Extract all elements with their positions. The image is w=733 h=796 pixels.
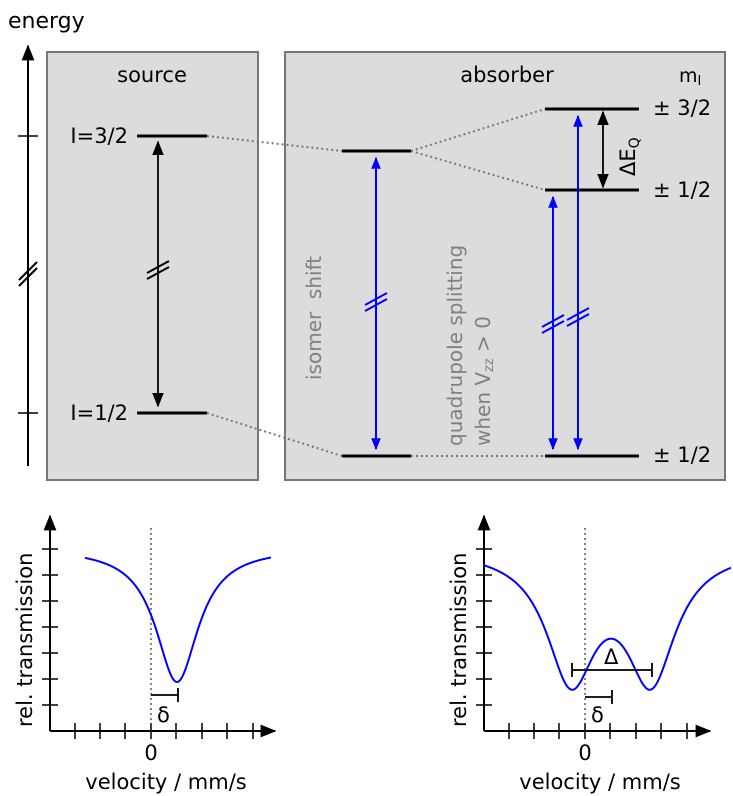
energy-axis-label: energy (8, 9, 85, 34)
quadrupole-label-line1: quadrupole splitting (443, 245, 467, 446)
source-title: source (117, 63, 187, 87)
shift-marker (151, 688, 179, 702)
level-label-lower: I=1/2 (70, 401, 128, 425)
level-connectors (206, 108, 546, 457)
mi-header: mI (679, 65, 701, 89)
x-axis-label: velocity / mm/s (85, 770, 246, 794)
y-ticks (42, 548, 58, 706)
y-axis-label: rel. transmission (13, 553, 37, 727)
absorber-title: absorber (460, 63, 554, 87)
x-ticks (508, 723, 688, 739)
x-tick-label-zero: 0 (578, 741, 591, 765)
shift-label: δ (591, 703, 604, 727)
delta-eq-label: ΔEQ (616, 137, 643, 176)
y-ticks (476, 548, 492, 706)
transmission-curve (483, 564, 732, 691)
shift-label: δ (157, 703, 170, 727)
x-ticks (74, 723, 254, 739)
blue-break-marks (364, 292, 590, 334)
mi-label-3-2: ± 3/2 (653, 96, 711, 120)
x-tick-label-zero: 0 (144, 741, 157, 765)
transition-break-mark (146, 260, 170, 280)
mi-label-1-2: ± 1/2 (653, 178, 711, 202)
isomer-shift-label: isomer shift (302, 256, 326, 380)
mi-label-ground: ± 1/2 (653, 443, 711, 467)
source-spectrum-chart: δ 0 velocity / mm/s rel. transmission (13, 514, 277, 794)
shift-marker (585, 690, 613, 704)
absorber-panel (284, 51, 726, 481)
y-axis-label: rel. transmission (447, 553, 471, 727)
axis-break-mark (18, 261, 38, 287)
level-label-upper: I=3/2 (70, 124, 128, 148)
splitting-label: Δ (604, 645, 619, 669)
energy-level-diagram: energy source absorber mI I=3/2 I=1/2 (8, 9, 726, 481)
quadrupole-label-line2: when Vzz > 0 (471, 316, 497, 446)
splitting-marker (571, 663, 653, 677)
absorber-spectrum-chart: Δ δ 0 velocity / mm/s rel. transmission (447, 514, 732, 794)
transmission-curve (84, 556, 272, 684)
x-axis-label: velocity / mm/s (519, 770, 680, 794)
